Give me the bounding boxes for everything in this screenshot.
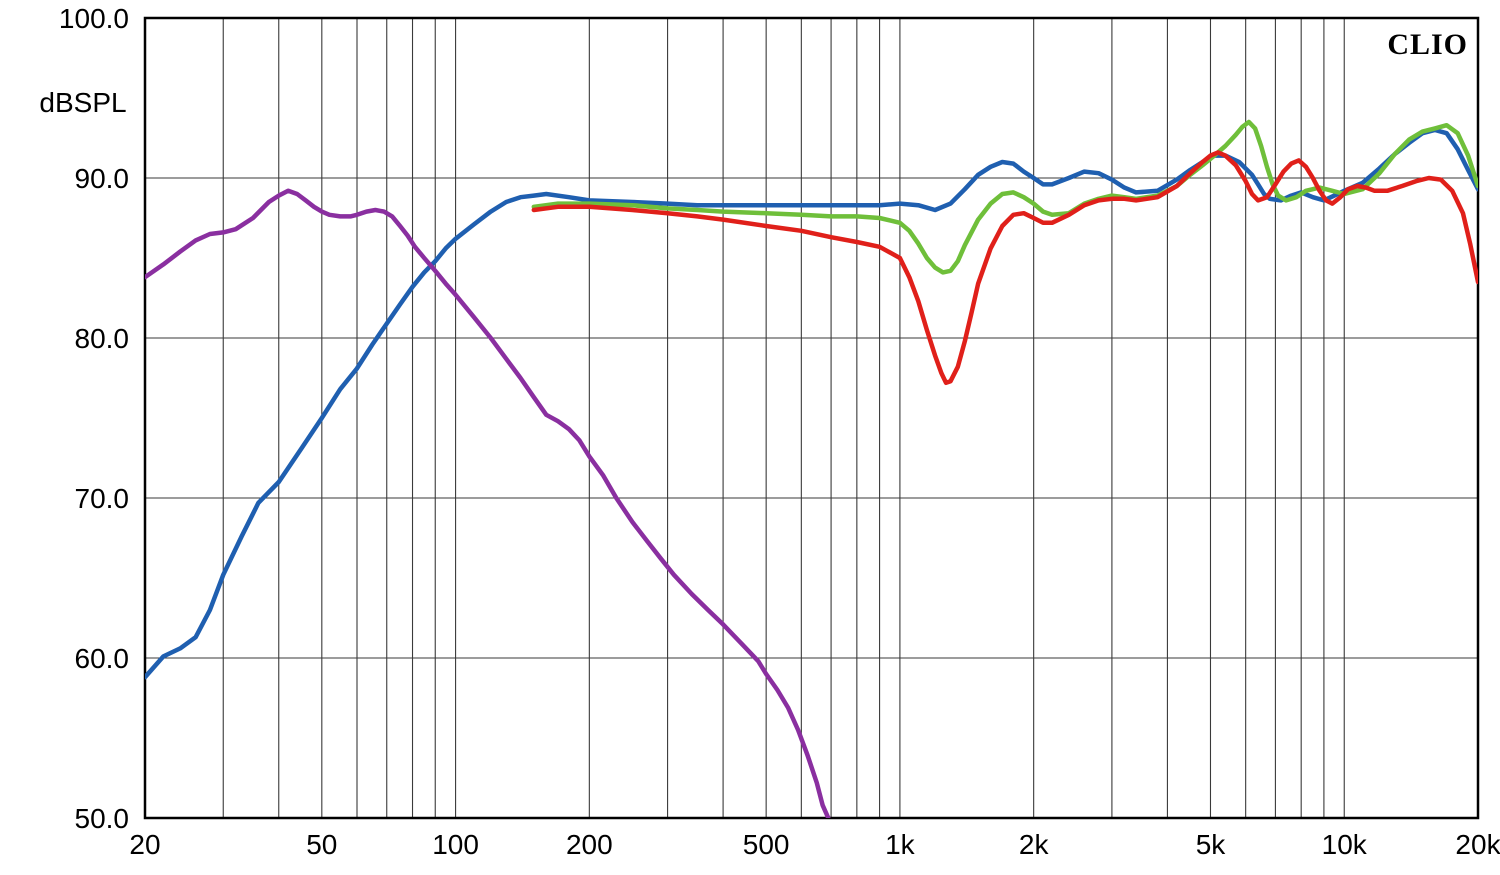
x-tick-label: 500 [743, 829, 790, 860]
x-tick-label: 200 [566, 829, 613, 860]
y-axis-label: dBSPL [39, 87, 126, 118]
y-tick-label: 90.0 [75, 163, 130, 194]
x-tick-label: 10k [1322, 829, 1368, 860]
y-tick-label: 70.0 [75, 483, 130, 514]
chart-svg: 50.0 60.0 70.0 80.0 90.0 100.0 dBSPL 20 50 100 200… [0, 0, 1500, 875]
x-tick-label: 1k [885, 829, 916, 860]
y-tick-label: 60.0 [75, 643, 130, 674]
x-tick-label: 2k [1019, 829, 1050, 860]
x-tick-label: 50 [306, 829, 337, 860]
y-tick-label: 80.0 [75, 323, 130, 354]
y-tick-label: 100.0 [59, 3, 129, 34]
x-tick-label: 100 [432, 829, 479, 860]
x-tick-label: 5k [1196, 829, 1227, 860]
x-tick-label: 20k [1455, 829, 1500, 860]
frequency-response-chart: 50.0 60.0 70.0 80.0 90.0 100.0 dBSPL 20 50 100 200… [0, 0, 1500, 875]
x-tick-label: 20 [129, 829, 160, 860]
brand-label: CLIO [1387, 28, 1468, 61]
y-tick-label: 50.0 [75, 803, 130, 834]
